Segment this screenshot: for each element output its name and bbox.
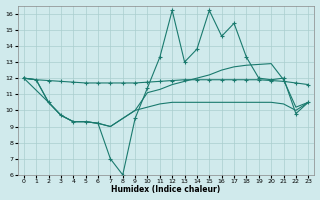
X-axis label: Humidex (Indice chaleur): Humidex (Indice chaleur) (111, 185, 221, 194)
